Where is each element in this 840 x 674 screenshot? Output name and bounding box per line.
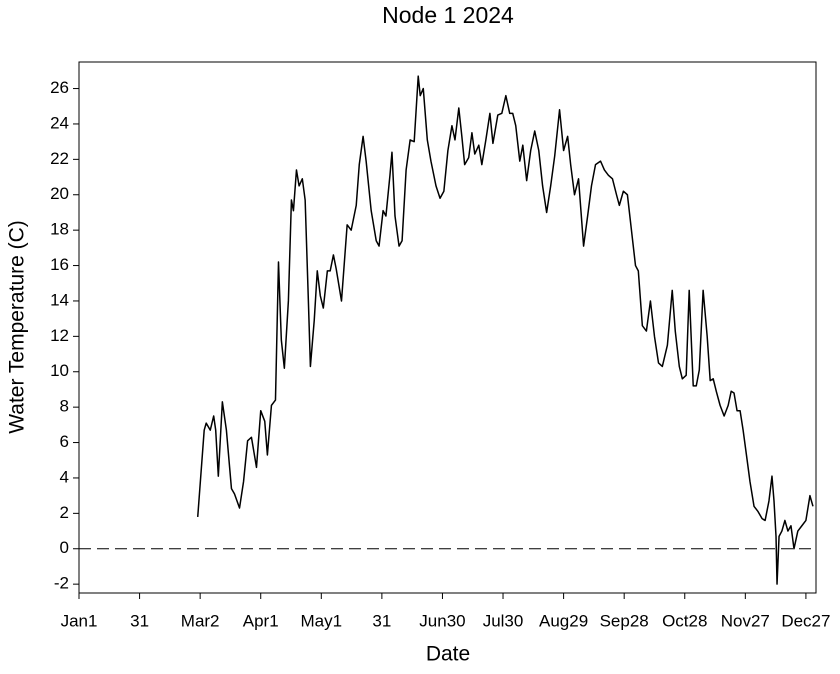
y-tick-label: 12 bbox=[50, 326, 69, 345]
x-tick-label: 31 bbox=[130, 611, 149, 630]
y-tick-label: 0 bbox=[60, 538, 69, 557]
y-axis-label: Water Temperature (C) bbox=[6, 220, 29, 434]
y-tick-label: 10 bbox=[50, 361, 69, 380]
x-tick-label: Jun30 bbox=[419, 611, 465, 630]
y-tick-label: 16 bbox=[50, 255, 69, 274]
y-tick-label: 26 bbox=[50, 78, 69, 97]
x-tick-label: Sep28 bbox=[600, 611, 649, 630]
x-tick-label: Jul30 bbox=[483, 611, 524, 630]
x-tick-label: Oct28 bbox=[662, 611, 707, 630]
y-tick-label: 8 bbox=[60, 397, 69, 416]
y-tick-label: 14 bbox=[50, 290, 69, 309]
y-tick-label: 24 bbox=[50, 113, 69, 132]
y-tick-label: 20 bbox=[50, 184, 69, 203]
x-tick-label: Nov27 bbox=[721, 611, 770, 630]
x-tick-label: Apr1 bbox=[243, 611, 279, 630]
y-tick-label: 6 bbox=[60, 432, 69, 451]
data-line bbox=[196, 75, 814, 585]
y-tick-label: 4 bbox=[60, 467, 69, 486]
y-tick-label: 22 bbox=[50, 149, 69, 168]
plot-frame bbox=[78, 61, 817, 594]
x-tick-label: Dec27 bbox=[781, 611, 830, 630]
x-tick-label: Jan1 bbox=[61, 611, 98, 630]
y-tick-label: -2 bbox=[54, 574, 69, 593]
x-tick-label: 31 bbox=[372, 611, 391, 630]
chart-title: Node 1 2024 bbox=[382, 2, 514, 28]
y-tick-label: 2 bbox=[60, 503, 69, 522]
x-axis-label: Date bbox=[426, 643, 470, 666]
y-tick-label: 18 bbox=[50, 220, 69, 239]
x-tick-label: Mar2 bbox=[181, 611, 220, 630]
x-tick-label: May1 bbox=[301, 611, 343, 630]
x-tick-label: Aug29 bbox=[539, 611, 588, 630]
